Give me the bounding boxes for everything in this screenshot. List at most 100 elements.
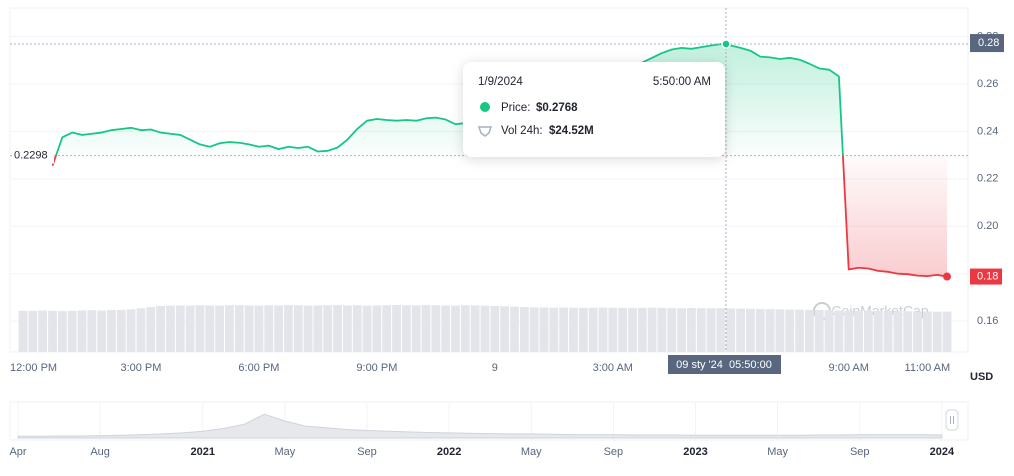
navigator-label: May: [274, 446, 295, 458]
volume-bar: [293, 305, 303, 352]
x-tick-label: 9:00 PM: [356, 362, 397, 374]
x-tick-label: 6:00 PM: [238, 362, 279, 374]
volume-bar: [264, 305, 274, 352]
crosshair-y-label: 0.28: [978, 37, 999, 49]
volume-icon: [477, 126, 493, 137]
navigator-label: Sep: [357, 446, 377, 458]
navigator-label: 2023: [683, 446, 707, 458]
hover-point: [721, 39, 731, 49]
x-tick-label: 3:00 AM: [593, 362, 633, 374]
volume-bar: [441, 305, 451, 352]
x-tick-label: 9:00 AM: [829, 362, 869, 374]
volume-bar: [146, 307, 156, 352]
crosshair-y-box: [970, 34, 1004, 53]
volume-bar: [863, 310, 873, 352]
volume-bar: [844, 310, 854, 352]
navigator-handle: [945, 409, 959, 431]
tooltip-time: 5:50:00 AM: [653, 76, 711, 88]
volume-bar: [333, 305, 342, 352]
volume-bar: [362, 305, 372, 352]
volume-bar: [755, 308, 765, 352]
navigator-label: Apr: [9, 446, 26, 458]
tooltip-box: [463, 62, 725, 157]
volume-bar: [382, 305, 392, 352]
volume-bar: [893, 311, 903, 352]
navigator-label: Sep: [850, 446, 870, 458]
last-point: [943, 272, 952, 281]
volume-bar: [932, 311, 942, 352]
navigator-label: May: [767, 446, 788, 458]
volume-bar: [873, 311, 883, 352]
volume-bar: [156, 305, 166, 352]
volume-bar: [883, 311, 893, 352]
navigator-label: May: [521, 446, 542, 458]
volume-bar: [284, 305, 293, 352]
volume-bar: [392, 305, 401, 352]
volume-bar: [323, 305, 333, 352]
volume-bar: [401, 305, 411, 352]
navigator-area: [17, 413, 943, 439]
volume-bar: [421, 305, 431, 352]
volume-bar: [490, 305, 500, 352]
volume-bar: [765, 309, 775, 352]
volume-value: $24.52M: [549, 125, 594, 137]
volume-bar: [431, 305, 441, 352]
volume-bar: [225, 305, 234, 352]
volume-bar: [116, 309, 126, 352]
volume-bar: [588, 307, 598, 352]
volume-bar: [746, 308, 755, 352]
y-tick-label: 0.24: [977, 125, 998, 137]
volume-bar: [254, 305, 264, 352]
volume-bar: [903, 311, 913, 352]
volume-bar: [578, 307, 588, 352]
volume-bar: [175, 305, 185, 352]
volume-bar: [136, 308, 146, 352]
volume-bar: [234, 305, 244, 352]
volume-bar: [352, 305, 362, 352]
volume-bar: [303, 305, 313, 352]
volume-label: Vol 24h:: [501, 125, 543, 137]
crosshair-x-label: 09 sty '24 05:50:00: [676, 359, 772, 371]
volume-bar: [38, 310, 48, 352]
volume-bar: [608, 307, 618, 352]
reference-label-bg: [12, 147, 54, 164]
crosshair-x-box: [668, 355, 781, 374]
volume-bar: [244, 305, 254, 352]
volume-bar: [510, 306, 519, 352]
volume-bar: [195, 305, 205, 352]
currency-label: USD: [970, 371, 993, 383]
tooltip-date: 1/9/2024: [478, 76, 523, 88]
volume-bar: [824, 310, 834, 352]
volume-bar: [677, 308, 687, 352]
navigator-label: 2021: [191, 446, 215, 458]
volume-bar: [726, 308, 736, 352]
volume-bar: [569, 307, 578, 352]
volume-bar: [87, 310, 97, 352]
x-tick-label: 3:00 PM: [120, 362, 161, 374]
volume-bar: [372, 305, 382, 352]
volume-bar: [598, 307, 608, 352]
volume-bar: [470, 305, 480, 352]
volume-bar: [18, 310, 28, 352]
x-tick-label: 12:00 PM: [10, 362, 57, 374]
volume-bar: [166, 305, 175, 352]
volume-bar: [922, 311, 932, 352]
volume-bar: [529, 307, 539, 352]
price-value: $0.2768: [536, 102, 578, 114]
volume-bar: [854, 310, 863, 352]
volume-bar: [500, 306, 510, 352]
volume-bar: [628, 308, 637, 352]
volume-bar: [539, 307, 549, 352]
volume-bar: [519, 307, 529, 352]
volume-bar: [97, 310, 107, 352]
y-tick-label: 0.22: [977, 173, 998, 185]
volume-bar: [57, 311, 67, 352]
navigator-label: Sep: [604, 446, 624, 458]
navigator-label: Aug: [90, 446, 110, 458]
volume-bar: [805, 309, 814, 352]
last-price-box: [970, 268, 1002, 285]
volume-bar: [460, 305, 470, 352]
volume-bar: [637, 307, 647, 352]
